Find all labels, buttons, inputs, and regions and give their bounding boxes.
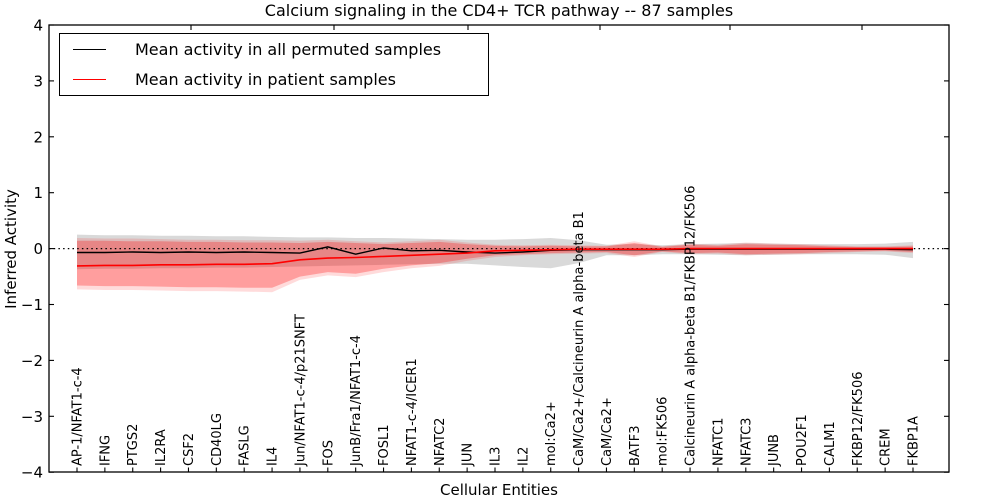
patient-mean-line (76, 247, 913, 267)
legend-label-patient: Mean activity in patient samples (135, 70, 396, 90)
x-tick-label: FOS (321, 440, 336, 466)
x-tick-label: mol:Ca2+ (544, 401, 559, 466)
x-tick-label: NFATC2 (433, 418, 448, 466)
legend-item-patient: Mean activity in patient samples (60, 66, 488, 94)
x-tick-label: IFNG (98, 435, 113, 466)
x-tick-label: Calcineurin A alpha-beta B1/FKBP12/FK506 (684, 186, 699, 466)
x-tick-label: FKBP12/FK506 (851, 372, 866, 467)
x-axis-label: Cellular Entities (440, 481, 558, 499)
y-tick-label: −2 (21, 352, 43, 370)
x-tick-label: IL2RA (154, 429, 169, 466)
permuted-line-swatch (73, 48, 106, 50)
y-tick-label: 1 (33, 184, 43, 202)
y-tick-label: 0 (33, 240, 43, 258)
permuted-range-band (77, 234, 913, 270)
y-tick-label: −1 (21, 296, 43, 314)
x-tick-label: mol:FK506 (656, 397, 671, 466)
chart-title: Calcium signaling in the CD4+ TCR pathwa… (264, 1, 734, 20)
x-tick-label: CSF2 (182, 433, 197, 466)
x-tick-label: JUNB (767, 434, 782, 467)
x-tick-label: NFAT1-c-4/ICER1 (405, 358, 420, 466)
x-tick-label: CaM/Ca2+ (600, 397, 615, 466)
x-tick-label: IL2 (516, 447, 531, 466)
x-tick-label: CD40LG (210, 413, 225, 466)
patient-line-swatch (73, 79, 106, 81)
x-tick-label: FKBP1A (907, 416, 922, 466)
y-tick-label: −3 (21, 408, 43, 426)
y-tick-label: −4 (21, 464, 43, 482)
x-tick-label: CaM/Ca2+/Calcineurin A alpha-beta B1 (572, 211, 587, 466)
x-tick-label: JUN (461, 443, 476, 467)
x-tick-label: AP-1/NFAT1-c-4 (71, 367, 86, 466)
x-tick-label: NFATC3 (739, 418, 754, 466)
legend-box: Mean activity in all permuted samples Me… (59, 33, 489, 96)
x-tick-label: BATF3 (628, 426, 643, 467)
x-tick-label: PTGS2 (126, 424, 141, 466)
x-tick-label: CREM (879, 428, 894, 466)
x-tick-label: FOSL1 (377, 425, 392, 466)
x-tick-label: POU2F1 (795, 414, 810, 466)
x-tick-label: CALM1 (823, 421, 838, 466)
x-tick-label: Jun/NFAT1-c-4/p21SNFT (293, 314, 308, 467)
x-tick-label: FASLG (238, 425, 253, 466)
x-tick-label: IL4 (266, 447, 281, 466)
patient-range-band (77, 238, 913, 293)
x-tick-label: JunB/Fra1/NFAT1-c-4 (349, 335, 364, 467)
legend-label-permuted: Mean activity in all permuted samples (135, 39, 442, 59)
y-tick-label: 2 (33, 128, 43, 146)
y-tick-label: 3 (33, 72, 43, 90)
x-tick-label: IL3 (489, 447, 504, 466)
legend-item-permuted: Mean activity in all permuted samples (60, 35, 488, 63)
x-tick-label: NFATC1 (711, 418, 726, 466)
y-tick-label: 4 (33, 17, 43, 35)
